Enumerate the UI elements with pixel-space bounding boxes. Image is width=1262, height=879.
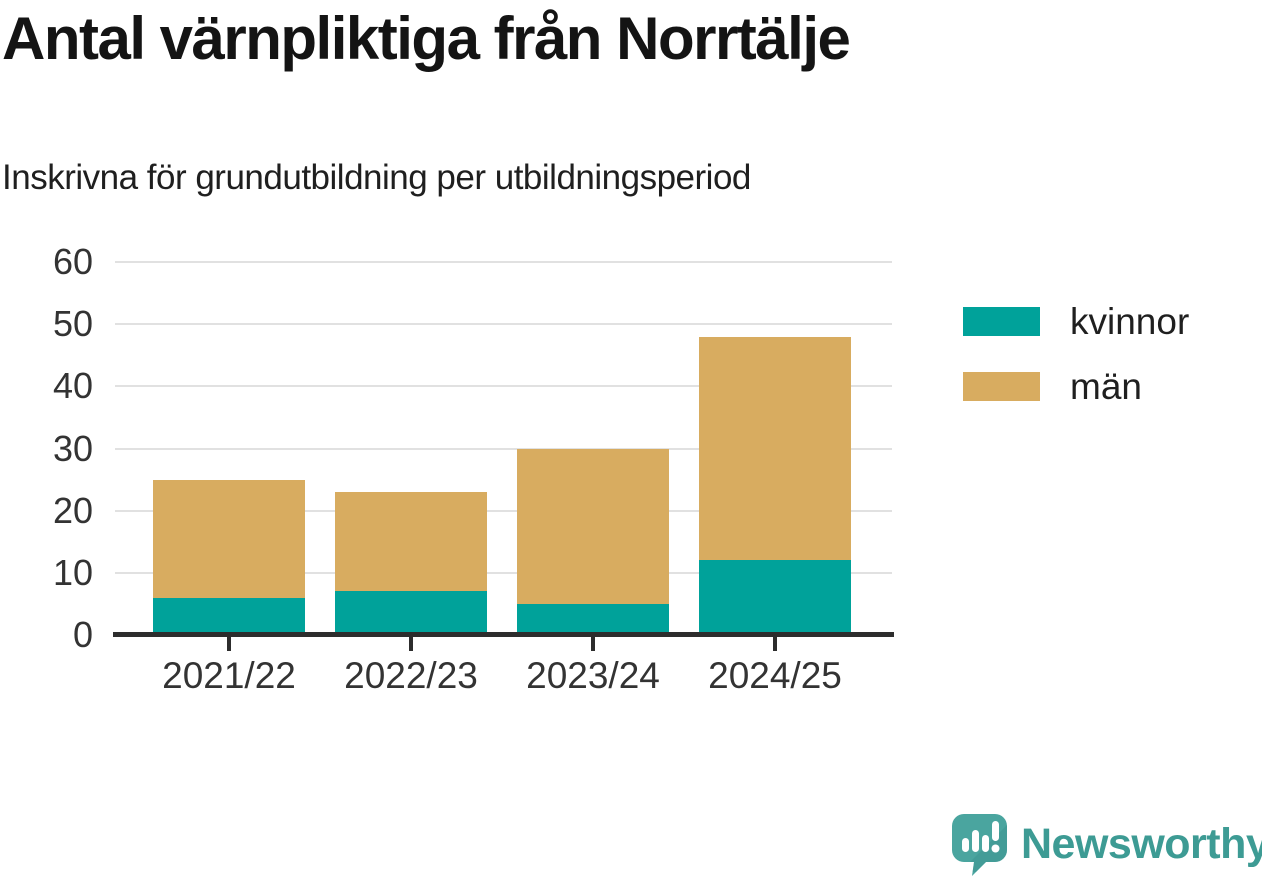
x-axis-label-2022-23: 2022/23	[344, 655, 478, 696]
gridline-y-40	[115, 385, 892, 388]
x-axis-label-2024-25: 2024/25	[708, 655, 842, 696]
x-axis-label-2023-24: 2023/24	[526, 655, 660, 696]
legend-item-kvinnor: kvinnor	[963, 303, 1189, 340]
bar-2024-25-män	[699, 336, 851, 561]
x-tick-2024-25	[773, 637, 777, 651]
legend: kvinnor män	[963, 303, 1189, 433]
bar-2021-22-kvinnor	[153, 597, 305, 635]
brand-name: Newsworthy	[1021, 820, 1262, 868]
legend-label-kvinnor: kvinnor	[1070, 301, 1190, 342]
x-axis-line	[113, 632, 894, 637]
x-tick-2023-24	[591, 637, 595, 651]
bar-2021-22-män	[153, 479, 305, 598]
gridline-y-30	[115, 447, 892, 450]
stacked-bar-chart: 0 10 20 30 40 50 60 2021/22 2022/23 2023/24 2024/2…	[52, 241, 1189, 696]
y-axis-label-50: 50	[52, 303, 93, 345]
x-tick-2021-22	[227, 637, 231, 651]
legend-item-män: män	[963, 368, 1189, 405]
gridline-y-60	[115, 261, 892, 263]
y-axis-label-20: 20	[52, 489, 93, 531]
newsworthy-logo-icon	[952, 814, 1007, 876]
chart-subtitle: Inskrivna för grundutbildning per utbild…	[2, 158, 751, 197]
chart-title: Antal värnpliktiga från Norrtälje	[2, 5, 851, 72]
plot-area	[113, 261, 894, 637]
bar-2022-23-män	[335, 492, 487, 592]
brand-footer: Newsworthy	[950, 813, 1262, 876]
bar-2024-25-kvinnor	[699, 560, 851, 635]
bar-2022-23-kvinnor	[335, 591, 487, 635]
legend-swatch-män	[963, 372, 1040, 401]
gridline-y-50	[115, 323, 892, 326]
legend-label-män: män	[1070, 366, 1142, 407]
y-axis-label-40: 40	[52, 365, 93, 407]
y-axis-label-30: 30	[52, 427, 93, 469]
bar-2023-24-män	[517, 448, 669, 604]
gridline-y-20	[115, 509, 892, 512]
legend-swatch-kvinnor	[963, 307, 1040, 336]
bar-2023-24-kvinnor	[517, 603, 669, 635]
x-axis-label-2021-22: 2021/22	[162, 655, 296, 696]
x-tick-2022-23	[409, 637, 413, 651]
y-axis-label-10: 10	[52, 551, 93, 593]
y-axis-label-0: 0	[72, 614, 93, 655]
gridline-y-10	[115, 571, 892, 574]
y-axis-label-60: 60	[52, 241, 93, 282]
